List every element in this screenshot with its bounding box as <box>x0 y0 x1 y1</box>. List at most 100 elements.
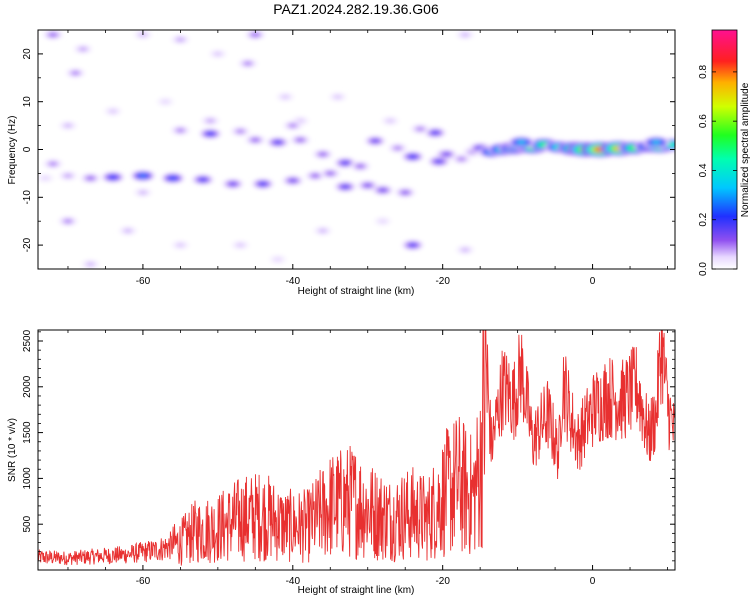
heat-blob <box>191 174 215 185</box>
heat-contour <box>341 161 349 165</box>
snr-x-ticks: -60 -40 -20 0 <box>67 330 668 587</box>
heatmap-layer <box>38 30 675 269</box>
heat-contour <box>409 155 417 159</box>
colorbar-tick-label: 0.0 <box>698 262 709 276</box>
heat-blob <box>170 240 190 250</box>
heat-contour <box>177 128 184 132</box>
heat-contour <box>72 71 79 75</box>
heat-blob <box>170 125 191 136</box>
heat-blob <box>357 180 379 191</box>
heat-contour <box>409 243 417 247</box>
x-tick-label: -20 <box>435 576 450 587</box>
colorbar-tick-label: 0.6 <box>698 114 709 128</box>
heat-contour <box>199 178 207 182</box>
heat-blob <box>313 226 333 236</box>
heat-blob <box>372 185 394 196</box>
heat-contour <box>177 243 184 247</box>
heat-contour <box>296 138 304 142</box>
heat-blob <box>282 175 304 186</box>
heat-contour <box>252 138 259 142</box>
heat-contour <box>124 229 132 233</box>
heat-blob <box>245 30 266 40</box>
heat-blob <box>312 149 334 160</box>
colorbar-tick-label: 0.8 <box>698 64 709 78</box>
y-tick-label: 1000 <box>22 467 33 490</box>
snr-series-line <box>38 330 675 566</box>
heat-blob <box>38 173 55 183</box>
heat-contour <box>435 159 443 164</box>
heat-contour <box>79 47 87 51</box>
heat-blob <box>230 240 250 250</box>
heat-blob <box>266 137 289 148</box>
y-tick-label: 2500 <box>22 329 33 352</box>
heat-blob <box>222 178 244 189</box>
heat-blob <box>319 168 341 179</box>
heat-contour <box>401 190 409 195</box>
heat-contour <box>458 157 465 161</box>
heat-contour <box>462 33 469 37</box>
heat-blob <box>455 30 475 40</box>
heat-contour <box>87 176 94 180</box>
spectrogram-x-axis-label: Height of straight line (km) <box>298 286 415 297</box>
heat-contour <box>138 174 147 178</box>
y-tick-label: 2000 <box>22 375 33 398</box>
heat-contour <box>289 178 297 183</box>
heat-contour <box>652 140 661 145</box>
heat-blob <box>394 187 416 198</box>
heat-contour <box>109 109 116 113</box>
heat-contour <box>206 132 214 136</box>
heat-blob <box>161 172 185 184</box>
colorbar-scale <box>711 29 738 270</box>
heat-blob <box>455 245 475 255</box>
x-tick-label: -40 <box>286 276 301 287</box>
colorbar-tick-label: 0.2 <box>698 212 709 226</box>
heat-contour <box>289 124 296 128</box>
heat-blob <box>275 92 295 102</box>
heat-contour <box>64 124 72 128</box>
y-tick-label: -20 <box>22 237 33 252</box>
heat-contour <box>387 119 394 123</box>
heat-contour <box>177 38 184 42</box>
heat-contour <box>169 176 177 180</box>
heat-blob <box>642 136 670 149</box>
heat-contour <box>214 52 221 56</box>
x-tick-label: 0 <box>590 576 596 587</box>
heat-blob <box>101 172 125 183</box>
heat-contour <box>274 257 281 261</box>
heat-blob <box>289 135 311 145</box>
heat-contour <box>207 119 214 123</box>
y-tick-label: 0 <box>22 146 33 152</box>
heat-blob <box>268 254 288 265</box>
heat-contour <box>244 61 252 65</box>
heat-blob <box>118 226 138 236</box>
snr-y-axis-label: SNR (10 * v/v) <box>7 418 18 482</box>
heat-contour <box>326 171 334 175</box>
heat-contour <box>297 119 304 123</box>
heat-contour <box>443 152 450 156</box>
heat-blob <box>245 135 266 145</box>
heat-blob <box>57 216 78 226</box>
heat-contour <box>311 174 319 178</box>
snr-frame <box>37 329 676 571</box>
colorbar: 0.0 0.2 0.4 0.6 0.8 Normalized spectral ampl… <box>698 29 750 276</box>
heat-blob <box>328 92 348 102</box>
heat-contour <box>282 95 289 99</box>
heat-contour <box>356 164 364 168</box>
y-tick-label: 20 <box>22 48 33 60</box>
heat-blob <box>427 156 451 167</box>
heat-contour <box>364 183 372 187</box>
heat-contour <box>379 219 386 223</box>
heat-blob <box>387 143 408 153</box>
heat-blob <box>73 44 93 54</box>
heat-blob <box>80 259 101 269</box>
colorbar-ticks: 0.0 0.2 0.4 0.6 0.8 <box>698 64 737 276</box>
heat-contour <box>334 95 341 99</box>
heat-contour <box>64 219 72 223</box>
heat-blob <box>364 135 387 146</box>
x-tick-label: -40 <box>286 576 301 587</box>
heat-contour <box>274 140 282 144</box>
heat-blob <box>80 173 101 183</box>
heat-blob <box>373 216 393 226</box>
heat-blob <box>334 181 357 192</box>
